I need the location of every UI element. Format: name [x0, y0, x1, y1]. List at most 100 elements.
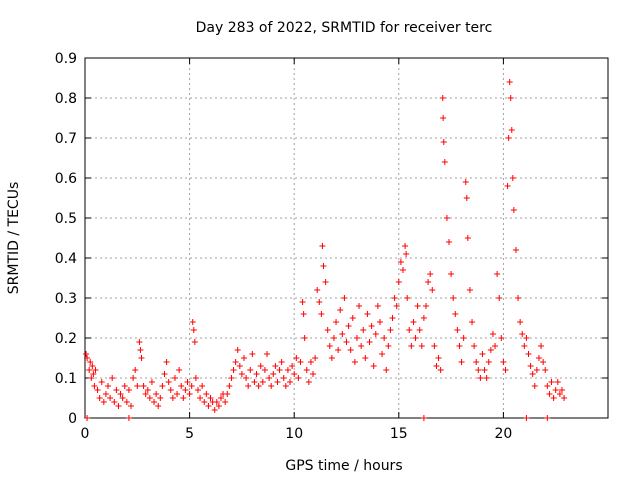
data-point — [189, 319, 196, 325]
data-point — [230, 367, 237, 373]
data-point — [383, 367, 390, 373]
plot-frame — [84, 57, 609, 419]
data-point — [372, 331, 379, 337]
data-point — [307, 359, 314, 365]
data-point — [205, 403, 212, 409]
data-point — [94, 387, 101, 393]
data-point — [245, 383, 252, 389]
data-point — [349, 315, 356, 321]
data-point — [558, 387, 565, 393]
data-point — [295, 375, 302, 381]
data-point — [435, 355, 442, 361]
data-point — [492, 343, 499, 349]
data-point — [128, 403, 135, 409]
data-point — [494, 271, 501, 277]
data-point — [167, 387, 174, 393]
data-point — [408, 343, 415, 349]
data-point — [337, 307, 344, 313]
data-point — [397, 259, 404, 265]
data-point — [452, 311, 459, 317]
y-tick-label: 0 — [68, 411, 77, 427]
data-point — [496, 295, 503, 301]
data-point — [471, 343, 478, 349]
data-point — [540, 359, 547, 365]
data-point — [100, 399, 107, 405]
data-point — [389, 315, 396, 321]
data-point — [303, 367, 310, 373]
x-tick-label: 5 — [185, 426, 194, 442]
data-point — [440, 139, 447, 145]
data-point — [347, 347, 354, 353]
data-point — [464, 235, 471, 241]
data-point — [153, 391, 160, 397]
data-point — [425, 279, 432, 285]
data-point — [519, 331, 526, 337]
data-point — [505, 135, 512, 141]
data-point — [89, 363, 96, 369]
data-point — [326, 343, 333, 349]
data-point — [115, 403, 122, 409]
data-point — [554, 379, 561, 385]
data-point — [463, 195, 470, 201]
data-point — [385, 343, 392, 349]
x-tick-label: 10 — [285, 426, 303, 442]
y-tick-label: 0.1 — [55, 371, 77, 387]
data-point — [159, 383, 166, 389]
data-point — [535, 355, 542, 361]
data-point — [238, 371, 245, 377]
x-axis-label: GPS time / hours — [285, 458, 402, 474]
data-point — [140, 383, 147, 389]
data-point — [393, 303, 400, 309]
x-tick-label: 15 — [390, 426, 408, 442]
data-point — [282, 383, 289, 389]
data-point — [333, 319, 340, 325]
data-point — [287, 379, 294, 385]
y-tick-label: 0.4 — [55, 251, 77, 267]
y-axis-label: SRMTID / TECUs — [6, 182, 22, 295]
data-point — [345, 323, 352, 329]
data-point — [544, 383, 551, 389]
data-point — [272, 363, 279, 369]
data-point — [215, 403, 222, 409]
data-point — [228, 375, 235, 381]
data-point — [406, 327, 413, 333]
data-point — [550, 395, 557, 401]
data-point — [412, 335, 419, 341]
data-point — [312, 355, 319, 361]
data-point — [91, 383, 98, 389]
data-point — [253, 371, 260, 377]
data-point — [328, 355, 335, 361]
y-tick-label: 0.3 — [55, 291, 77, 307]
data-point — [381, 335, 388, 341]
y-tick-label: 0.2 — [55, 331, 77, 347]
data-point — [466, 287, 473, 293]
data-point — [391, 295, 398, 301]
data-point — [266, 375, 273, 381]
data-point — [289, 363, 296, 369]
data-point — [374, 303, 381, 309]
data-point — [310, 371, 317, 377]
chart-title: Day 283 of 2022, SRMTID for receiver ter… — [196, 20, 493, 36]
data-point — [366, 339, 373, 345]
data-point — [485, 359, 492, 365]
data-point — [276, 367, 283, 373]
data-point — [136, 339, 143, 345]
data-point — [194, 387, 201, 393]
data-point — [191, 339, 198, 345]
data-point — [157, 395, 164, 401]
data-point — [462, 179, 469, 185]
data-point — [422, 303, 429, 309]
data-point — [217, 395, 224, 401]
data-point — [318, 311, 325, 317]
data-point — [395, 279, 402, 285]
data-point — [414, 303, 421, 309]
data-point — [531, 383, 538, 389]
data-point — [343, 339, 350, 345]
data-point — [176, 367, 183, 373]
data-point — [360, 327, 367, 333]
data-point — [270, 371, 277, 377]
data-point — [443, 215, 450, 221]
data-point — [261, 367, 268, 373]
